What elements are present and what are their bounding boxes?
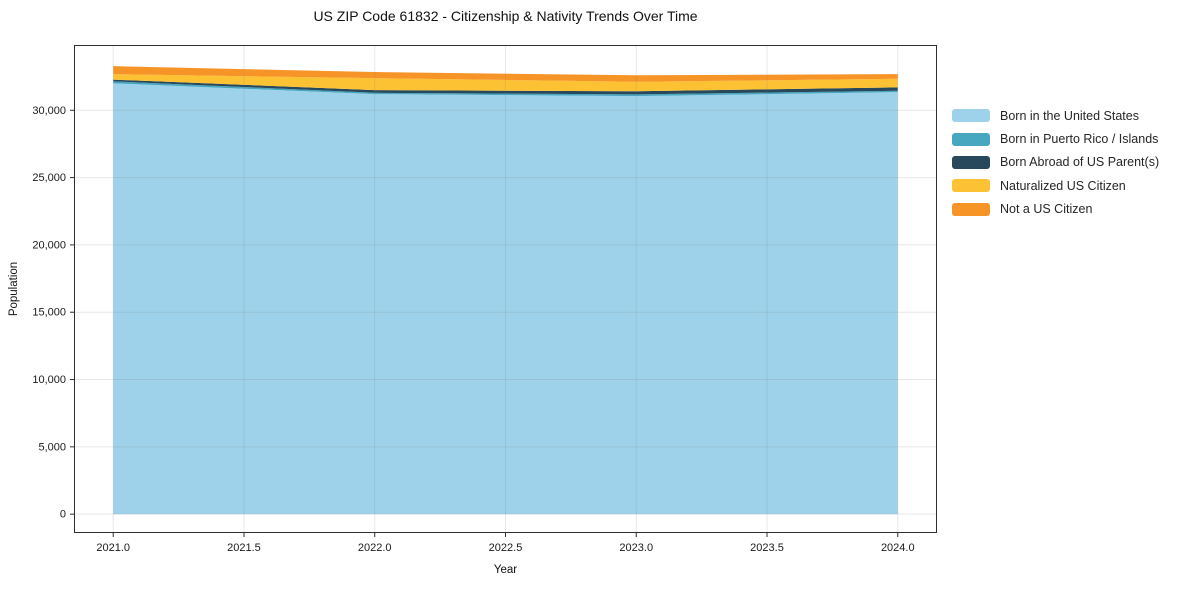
- legend-label: Not a US Citizen: [1000, 202, 1093, 217]
- legend-label: Born Abroad of US Parent(s): [1000, 155, 1160, 170]
- x-tick-label: 2022.0: [358, 542, 392, 554]
- legend-item: Not a US Citizen: [952, 198, 1159, 221]
- y-tick-label: 20,000: [32, 239, 66, 251]
- x-axis-label: Year: [493, 564, 518, 576]
- legend-item: Naturalized US Citizen: [952, 174, 1159, 197]
- x-tick-label: 2022.5: [489, 542, 523, 554]
- area-series-4: [113, 66, 898, 82]
- legend: Born in the United States Born in Puerto …: [952, 104, 1159, 221]
- x-tick-label: 2024.0: [881, 542, 915, 554]
- legend-item: Born in Puerto Rico / Islands: [952, 127, 1159, 150]
- y-tick-label: 0: [60, 509, 66, 521]
- area-series-0: [113, 83, 898, 515]
- x-tick-label: 2023.5: [750, 542, 784, 554]
- y-tick-label: 15,000: [32, 307, 66, 319]
- legend-swatch-icon: [952, 179, 990, 193]
- legend-item: Born in the United States: [952, 104, 1159, 127]
- legend-label: Born in the United States: [1000, 108, 1139, 123]
- area-series-3: [113, 74, 898, 92]
- chart-title: US ZIP Code 61832 - Citizenship & Nativi…: [313, 8, 698, 24]
- area-series-2: [113, 79, 898, 95]
- plot-border: [74, 45, 937, 533]
- x-tick-label: 2021.0: [96, 542, 130, 554]
- y-tick-label: 25,000: [32, 172, 66, 184]
- legend-label: Born in Puerto Rico / Islands: [1000, 132, 1159, 147]
- legend-swatch-icon: [952, 155, 990, 169]
- y-tick-label: 10,000: [32, 374, 66, 386]
- legend-swatch-icon: [952, 132, 990, 146]
- x-tick-label: 2023.0: [619, 542, 653, 554]
- legend-swatch-icon: [952, 202, 990, 216]
- area-series-1: [113, 81, 898, 97]
- legend-swatch-icon: [952, 109, 990, 123]
- legend-item: Born Abroad of US Parent(s): [952, 151, 1159, 174]
- y-tick-label: 30,000: [32, 105, 66, 117]
- x-tick-label: 2021.5: [227, 542, 261, 554]
- legend-label: Naturalized US Citizen: [1000, 178, 1126, 193]
- y-tick-label: 5,000: [38, 441, 66, 453]
